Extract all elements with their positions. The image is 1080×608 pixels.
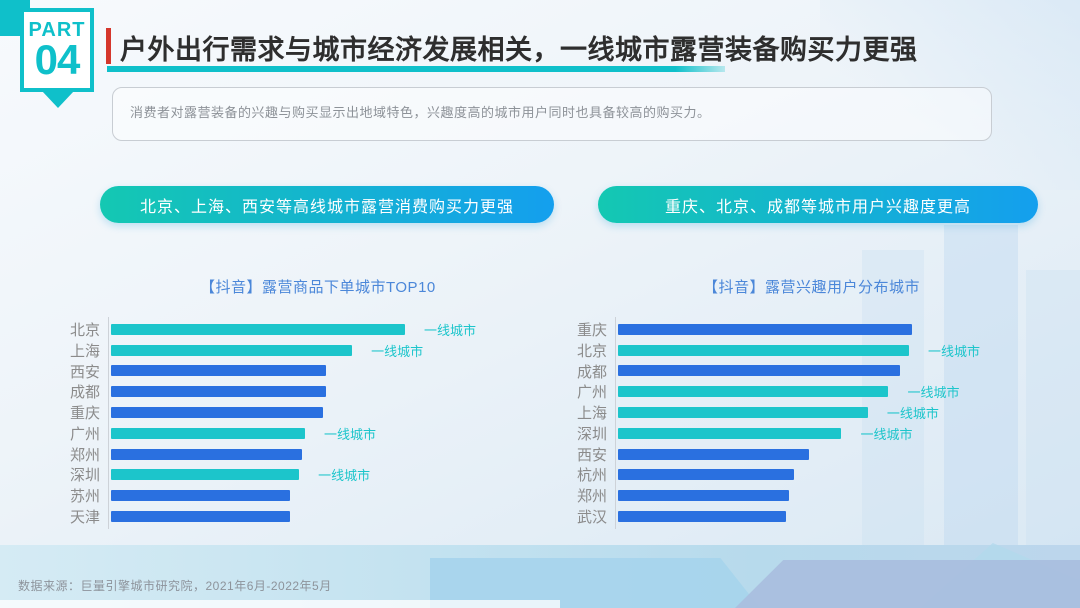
tier1-annotation: 一线城市 bbox=[928, 343, 981, 359]
bar bbox=[618, 448, 810, 460]
chart-row: 深圳 一线城市 bbox=[70, 465, 476, 486]
category-label: 上海 bbox=[69, 342, 100, 360]
category-label: 上海 bbox=[576, 405, 607, 423]
chart-row: 苏州 bbox=[70, 485, 476, 506]
category-label: 重庆 bbox=[576, 321, 607, 339]
category-label: 杭州 bbox=[576, 467, 607, 485]
description-box bbox=[112, 87, 992, 141]
chart-row: 成都 bbox=[70, 381, 476, 402]
bar bbox=[111, 365, 326, 377]
chart-rows: 北京 一线城市 上海 一线城市 西安 成都 重庆 广州 一线城市 郑州 深圳 一线城市 苏州 天津 bbox=[70, 317, 477, 529]
background-decoration bbox=[430, 558, 760, 608]
bar bbox=[111, 469, 300, 481]
data-source-note: 数据来源：巨量引擎城市研究院，2021年6月-2022年5月 bbox=[18, 579, 332, 593]
tier1-annotation: 一线城市 bbox=[324, 426, 377, 442]
chart-row: 天津 bbox=[70, 506, 476, 527]
bar bbox=[618, 427, 842, 439]
bar bbox=[618, 407, 868, 419]
category-label: 武汉 bbox=[576, 509, 607, 527]
description-text: 消费者对露营装备的兴趣与购买显示出地域特色，兴趣度高的城市用户同时也具备较高的购… bbox=[130, 105, 711, 120]
bar bbox=[618, 511, 786, 523]
category-label: 苏州 bbox=[69, 488, 100, 506]
background-decoration bbox=[735, 560, 1080, 608]
chart-row: 重庆 bbox=[70, 402, 476, 423]
bar bbox=[618, 323, 912, 335]
chart-row: 杭州 bbox=[577, 465, 980, 486]
order-cities-bar-chart: 北京 一线城市 上海 一线城市 西安 成都 重庆 广州 一线城市 郑州 深圳 一线城市 苏州 天津 bbox=[70, 317, 477, 529]
title-underline bbox=[107, 66, 725, 72]
chart-row: 武汉 bbox=[577, 506, 980, 527]
chart-row: 西安 bbox=[70, 361, 476, 382]
bar bbox=[111, 490, 291, 502]
tier1-annotation: 一线城市 bbox=[886, 406, 939, 422]
highlight-pill-interest: 重庆、北京、成都等城市用户兴趣度更高 bbox=[598, 186, 1038, 223]
category-label: 成都 bbox=[576, 363, 607, 381]
category-label: 北京 bbox=[576, 342, 607, 360]
left-chart-title: 【抖音】露营商品下单城市TOP10 bbox=[200, 279, 436, 296]
chart-row: 北京 一线城市 bbox=[70, 319, 477, 340]
chart-rows: 重庆 北京 一线城市 成都 广州 一线城市 上海 一线城市 深圳 一线城市 西安 杭州 郑州 武汉 bbox=[577, 317, 981, 529]
category-label: 深圳 bbox=[576, 425, 607, 443]
chart-row: 深圳 一线城市 bbox=[577, 423, 980, 444]
page-title: 户外出行需求与城市经济发展相关，一线城市露营装备购买力更强 bbox=[120, 35, 918, 65]
category-label: 天津 bbox=[69, 509, 100, 527]
highlight-pill-purchasing-power: 北京、上海、西安等高线城市露营消费购买力更强 bbox=[100, 186, 554, 223]
category-label: 郑州 bbox=[576, 488, 607, 506]
bar bbox=[618, 365, 901, 377]
part-label: PART bbox=[28, 19, 86, 41]
category-label: 郑州 bbox=[69, 446, 100, 464]
tier1-annotation: 一线城市 bbox=[424, 322, 477, 338]
category-label: 西安 bbox=[69, 363, 100, 381]
chart-row: 广州 一线城市 bbox=[577, 381, 980, 402]
category-label: 广州 bbox=[69, 425, 100, 443]
category-label: 西安 bbox=[576, 446, 607, 464]
category-label: 重庆 bbox=[69, 405, 100, 423]
category-label: 成都 bbox=[69, 384, 100, 402]
chart-row: 广州 一线城市 bbox=[70, 423, 476, 444]
chart-row: 西安 bbox=[577, 444, 980, 465]
category-label: 深圳 bbox=[69, 467, 100, 485]
chart-row: 北京 一线城市 bbox=[577, 340, 981, 361]
category-label: 广州 bbox=[576, 384, 607, 402]
background-decoration bbox=[820, 0, 1080, 190]
bar bbox=[618, 386, 889, 398]
bar bbox=[618, 469, 795, 481]
tier1-annotation: 一线城市 bbox=[907, 385, 960, 401]
bar bbox=[111, 511, 291, 523]
chart-row: 成都 bbox=[577, 361, 980, 382]
chart-row: 郑州 bbox=[577, 485, 980, 506]
bar bbox=[618, 344, 910, 356]
bar bbox=[111, 323, 405, 335]
bar bbox=[111, 448, 303, 460]
part-number-badge: PART 04 bbox=[20, 8, 94, 92]
title-accent-bar bbox=[106, 28, 111, 64]
badge-pointer-triangle bbox=[42, 91, 74, 108]
bar bbox=[111, 344, 353, 356]
part-number: 04 bbox=[34, 36, 81, 83]
chart-row: 重庆 bbox=[577, 319, 980, 340]
chart-row: 上海 一线城市 bbox=[577, 402, 980, 423]
chart-row: 上海 一线城市 bbox=[70, 340, 476, 361]
bar bbox=[111, 427, 306, 439]
building-silhouette-decoration bbox=[862, 250, 924, 550]
building-silhouette-decoration bbox=[944, 225, 1018, 550]
building-silhouette-decoration bbox=[1026, 270, 1080, 550]
interest-cities-bar-chart: 重庆 北京 一线城市 成都 广州 一线城市 上海 一线城市 深圳 一线城市 西安 杭州 郑州 武汉 bbox=[577, 317, 981, 529]
bar bbox=[111, 407, 323, 419]
chart-row: 郑州 bbox=[70, 444, 476, 465]
background-decoration bbox=[0, 600, 560, 608]
tier1-annotation: 一线城市 bbox=[371, 343, 424, 359]
right-chart-title: 【抖音】露营兴趣用户分布城市 bbox=[703, 279, 921, 296]
tier1-annotation: 一线城市 bbox=[318, 468, 371, 484]
bar bbox=[111, 386, 326, 398]
tier1-annotation: 一线城市 bbox=[860, 426, 913, 442]
bar bbox=[618, 490, 789, 502]
category-label: 北京 bbox=[69, 321, 100, 339]
